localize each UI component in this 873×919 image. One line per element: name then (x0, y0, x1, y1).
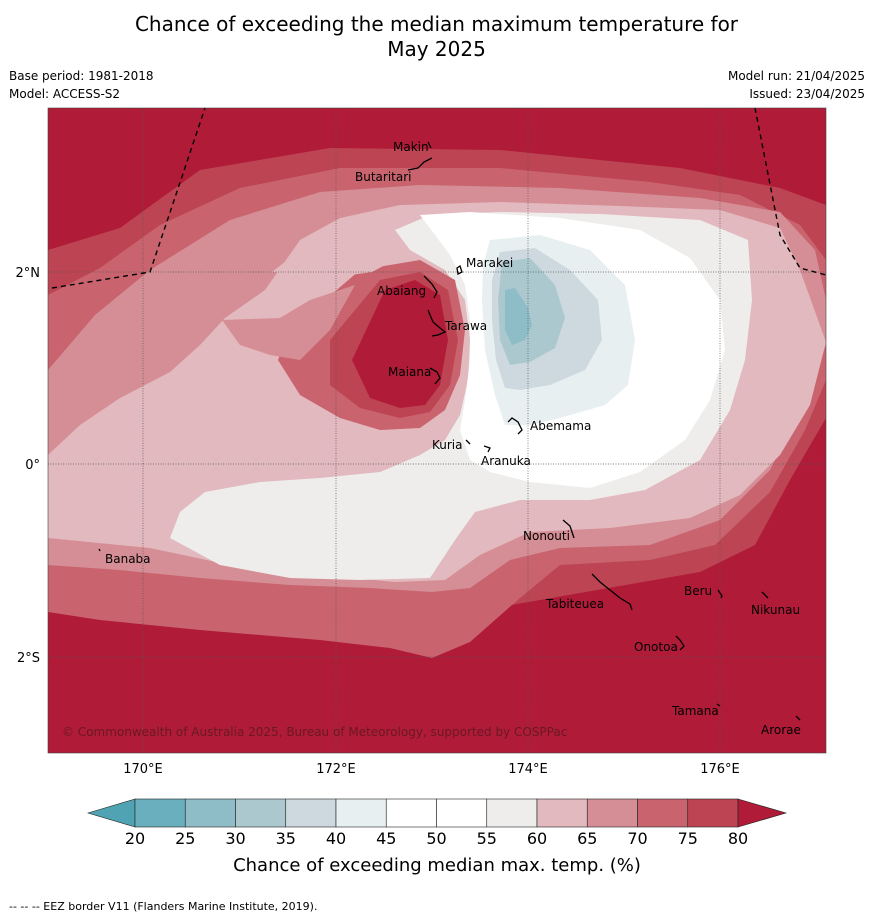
axis-labels: 170°E 172°E 174°E 176°E 2°N 0° 2°S (16, 266, 740, 777)
place-label-makin: Makin (393, 140, 429, 154)
colorbar-swatches (134, 798, 739, 828)
colorbar-swatch-60-65 (536, 798, 588, 828)
coast-tamana (716, 703, 721, 707)
colorbar-swatch-50-55 (436, 798, 488, 828)
model-name: Model: ACCESS-S2 (9, 87, 121, 101)
contour-65-west-lobe (222, 285, 355, 360)
place-label-arorae: Arorae (761, 723, 801, 737)
colorbar-tick-30: 30 (225, 829, 245, 848)
place-label-tamana: Tamana (671, 704, 719, 718)
coast-abaiang (423, 275, 438, 299)
coast-arorae (795, 715, 801, 721)
colorbar-swatch-65-70 (586, 798, 638, 828)
coast-aranuka (483, 445, 491, 453)
place-label-aranuka: Aranuka (481, 454, 531, 468)
contour-25 (505, 288, 532, 345)
coast-nikunau (761, 591, 769, 599)
coast-butaritari (407, 157, 433, 171)
contour-red-core-80 (352, 280, 448, 408)
colorbar-tick-45: 45 (376, 829, 396, 848)
colorbar-swatch-55-60 (486, 798, 538, 828)
colorbar-swatch-75-80 (687, 798, 739, 828)
place-label-tabiteuea: Tabiteuea (545, 597, 604, 611)
colorbar-tick-80: 80 (728, 829, 748, 848)
colorbar-swatch-35-40 (285, 798, 337, 828)
place-label-banaba: Banaba (105, 552, 151, 566)
colorbar: 20 25 30 35 40 45 50 55 60 65 70 75 80 Chance of exc… (86, 798, 788, 876)
base-period: Base period: 1981-2018 (9, 69, 154, 83)
lat-tick-2s: 2°S (17, 651, 40, 666)
coast-marakei (456, 264, 463, 275)
lon-tick-172e: 172°E (316, 762, 356, 777)
place-label-butaritari: Butaritari (355, 170, 412, 184)
issued-date: Issued: 23/04/2025 (749, 87, 865, 101)
colorbar-tick-35: 35 (276, 829, 296, 848)
coast-beru (717, 589, 723, 599)
place-labels: Makin Butaritari Marakei Abaiang Tarawa … (105, 140, 801, 737)
place-label-maiana: Maiana (388, 365, 431, 379)
colorbar-swatch-25-30 (184, 798, 236, 828)
map-frame (47, 107, 827, 754)
place-label-onotoa: Onotoa (634, 640, 678, 654)
colorbar-swatch-70-75 (637, 798, 689, 828)
model-run-date: Model run: 21/04/2025 (727, 69, 865, 83)
coast-abemama (507, 417, 523, 435)
colorbar-tick-55: 55 (477, 829, 497, 848)
chart-title-line2: May 2025 (387, 37, 486, 61)
colorbar-tick-70: 70 (627, 829, 647, 848)
lon-tick-176e: 176°E (700, 762, 740, 777)
colorbar-tick-25: 25 (175, 829, 195, 848)
colorbar-high-arrow (737, 798, 788, 828)
coast-onotoa (675, 635, 685, 651)
copyright-notice: © Commonwealth of Australia 2025, Bureau… (62, 725, 567, 739)
colorbar-swatch-20-25 (134, 798, 186, 828)
coast-tabiteuea (591, 573, 633, 611)
place-label-beru: Beru (684, 584, 712, 598)
contour-60-west-lobe (272, 245, 385, 278)
eez-footnote: -- -- -- EEZ border V11 (Flanders Marine… (9, 900, 318, 913)
lat-tick-0: 0° (25, 458, 40, 473)
coast-maiana (429, 367, 441, 385)
lon-tick-174e: 174°E (508, 762, 548, 777)
place-label-marakei: Marakei (466, 256, 513, 270)
gridlines (48, 108, 826, 753)
coast-makin (427, 141, 432, 149)
colorbar-tick-40: 40 (326, 829, 346, 848)
colorbar-tick-65: 65 (577, 829, 597, 848)
colorbar-tick-75: 75 (678, 829, 698, 848)
coast-banaba (98, 548, 101, 552)
lat-tick-2n: 2°N (16, 266, 41, 281)
eez-border (51, 107, 827, 289)
colorbar-tick-50: 50 (426, 829, 446, 848)
place-label-nikunau: Nikunau (751, 603, 800, 617)
place-label-abaiang: Abaiang (377, 284, 426, 298)
place-label-abemama: Abemama (530, 419, 591, 433)
colorbar-tick-20: 20 (125, 829, 145, 848)
island-coastlines (98, 141, 801, 721)
colorbar-tick-60: 60 (527, 829, 547, 848)
colorbar-swatch-30-35 (235, 798, 287, 828)
place-label-tarawa: Tarawa (444, 319, 487, 333)
colorbar-low-arrow (86, 798, 136, 828)
colorbar-ticks: 20 25 30 35 40 45 50 55 60 65 70 75 80 (125, 829, 748, 848)
place-label-nonouti: Nonouti (523, 529, 570, 543)
coast-kuria (465, 439, 471, 445)
lon-tick-170e: 170°E (123, 762, 163, 777)
colorbar-label: Chance of exceeding median max. temp. (%… (233, 855, 641, 876)
coast-tarawa (427, 309, 447, 337)
probability-contours (48, 108, 826, 753)
place-label-kuria: Kuria (432, 438, 463, 452)
chart-title-line1: Chance of exceeding the median maximum t… (134, 12, 739, 36)
colorbar-swatch-45-50 (385, 798, 437, 828)
map-panel: Makin Butaritari Marakei Abaiang Tarawa … (16, 107, 827, 777)
colorbar-swatch-40-45 (335, 798, 387, 828)
coast-nonouti (562, 519, 575, 539)
